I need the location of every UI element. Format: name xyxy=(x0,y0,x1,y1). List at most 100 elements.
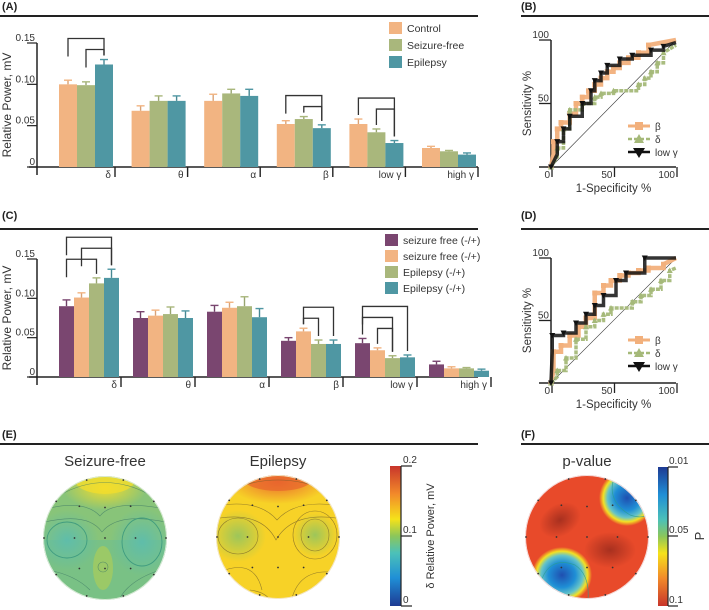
electrode-dot xyxy=(277,505,279,508)
electrode-dot xyxy=(611,504,614,507)
roc-marker xyxy=(579,101,586,107)
bar xyxy=(276,124,295,167)
bar xyxy=(59,84,77,167)
y-axis-label: Sensitivity % xyxy=(522,288,534,353)
x-tick-label: 100 xyxy=(658,170,675,181)
electrode-dot xyxy=(78,567,81,570)
bar xyxy=(370,350,385,377)
bar xyxy=(89,283,104,377)
bar xyxy=(95,64,113,167)
roc-marker xyxy=(658,277,664,283)
bar xyxy=(222,307,237,377)
legend-label: β xyxy=(655,336,661,347)
electrode-dot xyxy=(616,536,619,538)
roc-marker xyxy=(591,317,598,323)
legend-marker xyxy=(634,134,644,143)
roc-marker xyxy=(558,120,564,126)
significance-bracket xyxy=(80,247,113,267)
colorbar-e-tick-mid: 0.1 xyxy=(403,525,417,536)
panel-label-f: (F) xyxy=(521,429,536,441)
roc-marker xyxy=(560,126,567,132)
legend-label: seizure free (-/+) xyxy=(403,235,480,247)
electrode-dot xyxy=(122,595,125,597)
x-tick-label: β xyxy=(323,170,329,181)
x-axis-label: 1-Specificity % xyxy=(576,183,651,195)
colorbar-e-tick-max: 0.2 xyxy=(403,455,417,466)
roc-line xyxy=(549,266,677,385)
bar xyxy=(252,317,267,377)
bar xyxy=(204,100,223,167)
bar xyxy=(133,318,148,377)
significance-bracket xyxy=(65,236,113,266)
roc-marker xyxy=(598,70,604,77)
panel-rule-a xyxy=(0,15,478,17)
bar xyxy=(74,297,89,377)
y-tick-label: 100 xyxy=(532,248,549,259)
bar xyxy=(149,100,168,167)
roc-marker xyxy=(549,333,556,339)
electrode-dot xyxy=(537,499,540,502)
electrode-dot xyxy=(338,536,340,538)
electrode-dot xyxy=(104,506,106,509)
significance-bracket xyxy=(67,37,105,57)
electrode-dot xyxy=(258,478,261,480)
electrode-dot xyxy=(537,572,540,575)
roc-marker xyxy=(566,106,573,113)
roc-marker xyxy=(641,255,648,261)
x-tick-label: 50 xyxy=(601,170,613,181)
electrode-dot xyxy=(604,478,607,480)
significance-bracket xyxy=(65,258,98,278)
roc-marker xyxy=(613,278,619,284)
bar xyxy=(400,357,415,377)
electrode-dot xyxy=(567,594,570,596)
legend-marker xyxy=(633,362,645,372)
bar xyxy=(459,368,474,377)
bar xyxy=(385,358,400,377)
roc-marker xyxy=(636,50,641,56)
y-tick-label: 0.05 xyxy=(16,328,36,339)
legend-swatch xyxy=(389,22,402,34)
panel-rule-c xyxy=(0,228,478,230)
electrode-dot xyxy=(152,500,155,503)
y-axis-label: Relative Power, mV xyxy=(0,53,14,158)
electrode-dot xyxy=(258,594,261,596)
roc-marker xyxy=(592,290,598,296)
roc-marker xyxy=(654,59,661,66)
electrode-dot xyxy=(560,566,563,569)
bar xyxy=(131,110,150,167)
roc-marker xyxy=(608,305,614,311)
roc-marker xyxy=(554,126,560,132)
roc-marker xyxy=(573,320,579,326)
y-tick-label: 0.10 xyxy=(16,74,36,85)
bar xyxy=(367,132,386,167)
bar xyxy=(296,331,311,377)
roc-marker xyxy=(641,75,648,81)
bar xyxy=(104,277,119,377)
roc-chart-b: 100 50 0 50 100 1-Specificity % Sensitivity % β… xyxy=(522,30,678,195)
roc-marker xyxy=(666,267,673,273)
y-axis-label: Sensitivity % xyxy=(522,71,534,136)
legend-label: Control xyxy=(407,23,441,35)
roc-marker xyxy=(576,324,581,330)
x-tick-label: 0 xyxy=(544,170,550,181)
x-tick-label: 0 xyxy=(544,386,550,397)
electrode-dot xyxy=(302,504,305,507)
significance-bracket xyxy=(303,105,323,121)
y-tick-label: 0.15 xyxy=(16,249,36,260)
electrode-dot xyxy=(216,536,218,538)
roc-marker xyxy=(629,298,636,305)
electrode-dot xyxy=(104,567,106,570)
roc-marker xyxy=(635,81,642,87)
x-tick-label: high γ xyxy=(460,380,487,391)
electrode-dot xyxy=(85,595,88,597)
electrode-dot xyxy=(165,537,167,539)
x-tick-label: δ xyxy=(105,170,111,181)
electrode-dot xyxy=(85,479,88,481)
colorbar-f-tick-mid: 0.05 xyxy=(669,525,689,536)
bar xyxy=(474,370,489,377)
legend-label: seizure free (-/+) xyxy=(403,251,480,263)
roc-chart-d: 100 50 0 50 100 1-Specificity % Sensitivity % β… xyxy=(522,248,678,411)
legend-label: δ xyxy=(655,135,661,146)
legend-swatch xyxy=(385,234,398,246)
y-tick-label: 50 xyxy=(538,94,550,105)
